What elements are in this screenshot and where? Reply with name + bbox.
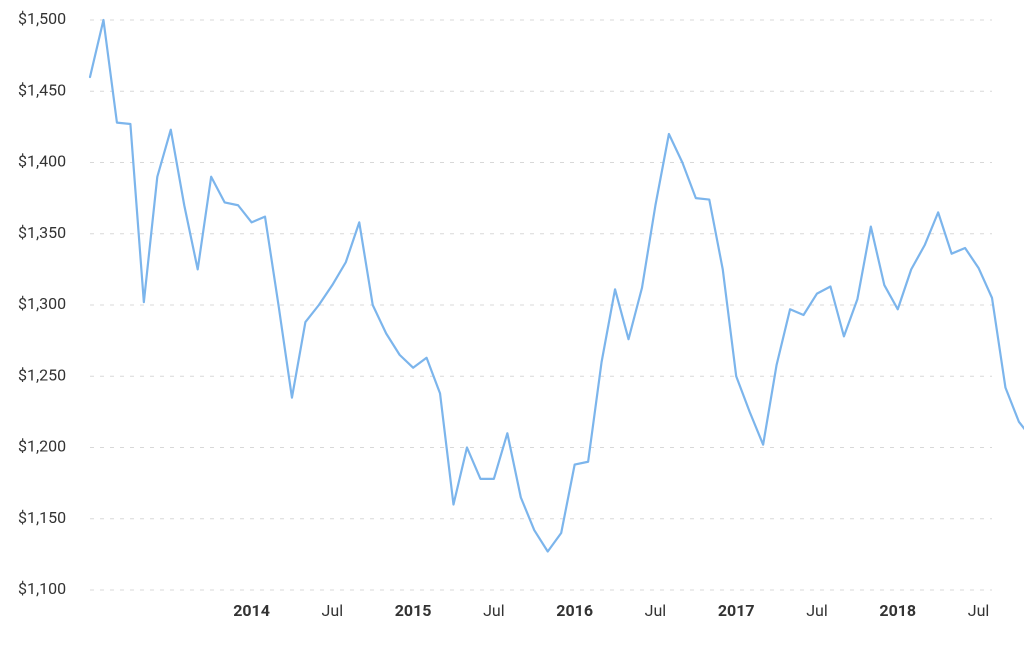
y-tick-label: $1,300 bbox=[18, 294, 66, 313]
y-tick-label: $1,350 bbox=[18, 223, 66, 242]
x-tick-year: 2018 bbox=[879, 601, 916, 620]
price-series-line bbox=[90, 20, 1024, 552]
x-tick-month: Jul bbox=[322, 601, 344, 620]
x-tick-year: 2015 bbox=[395, 601, 432, 620]
x-tick-year: 2017 bbox=[718, 601, 755, 620]
x-tick-month: Jul bbox=[645, 601, 667, 620]
chart-svg: $1,100 $1,150 $1,200 $1,250 $1,300 $1,350 $1,4… bbox=[0, 0, 1024, 646]
x-tick-month: Jul bbox=[968, 601, 990, 620]
y-tick-label: $1,250 bbox=[18, 365, 66, 384]
y-tick-label: $1,100 bbox=[18, 579, 66, 598]
y-tick-label: $1,450 bbox=[18, 80, 66, 99]
y-tick-label: $1,500 bbox=[18, 9, 66, 28]
y-tick-label: $1,150 bbox=[18, 508, 66, 527]
x-tick-month: Jul bbox=[806, 601, 828, 620]
y-tick-label: $1,200 bbox=[18, 437, 66, 456]
y-tick-label: $1,400 bbox=[18, 152, 66, 171]
price-line-chart: $1,100 $1,150 $1,200 $1,250 $1,300 $1,350 $1,4… bbox=[0, 0, 1024, 646]
x-tick-month: Jul bbox=[483, 601, 505, 620]
x-tick-year: 2016 bbox=[556, 601, 593, 620]
x-tick-year: 2014 bbox=[233, 601, 270, 620]
